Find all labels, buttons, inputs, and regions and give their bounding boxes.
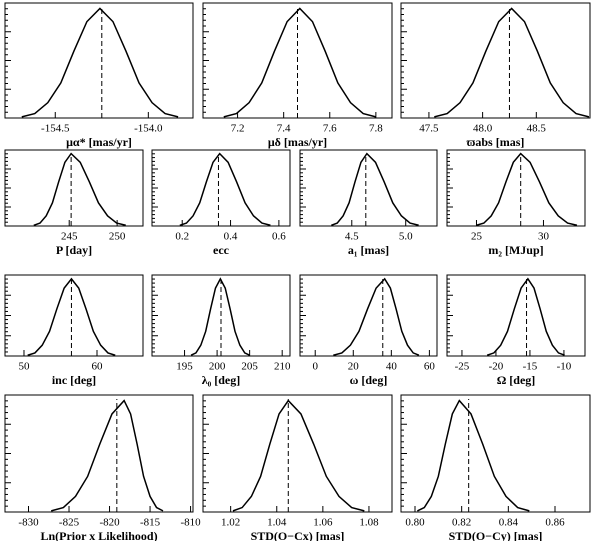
x-tick-label: 1.06: [313, 517, 333, 529]
density-curve: [232, 399, 365, 512]
x-tick-label: -20: [489, 361, 504, 373]
x-axis-label: m₂ [MJup]: [488, 243, 543, 257]
x-tick-label: 0.84: [499, 517, 519, 529]
x-tick-label: 40: [386, 361, 398, 373]
x-tick-label: 205: [241, 361, 258, 373]
x-tick-label: 30: [538, 231, 550, 243]
panel-frame: [202, 394, 393, 513]
x-tick-label: 7.8: [369, 123, 383, 135]
x-axis-label: μδ [mas/yr]: [268, 135, 327, 149]
x-axis-label: μα* [mas/yr]: [66, 135, 132, 149]
x-tick-label: 0.86: [545, 517, 565, 529]
x-tick-label: 20: [348, 361, 360, 373]
x-tick-label: 0.2: [175, 231, 189, 243]
x-tick-label: 250: [109, 231, 126, 243]
x-axis-label: STD(O−Cy) [mas]: [449, 529, 543, 541]
x-tick-label: 50: [18, 361, 30, 373]
x-tick-label: -10: [557, 361, 572, 373]
x-tick-label: 7.2: [231, 123, 245, 135]
density-curve: [417, 399, 530, 512]
density-curve: [331, 152, 419, 227]
panel-frame: [299, 149, 438, 227]
x-tick-label: -810: [180, 517, 201, 529]
density-curve: [33, 152, 126, 227]
density-curve: [27, 277, 116, 356]
density-curve: [486, 277, 565, 356]
density-curve: [333, 277, 420, 356]
density-curve: [50, 399, 164, 512]
x-tick-label: 47.5: [419, 123, 439, 135]
x-tick-label: 210: [274, 361, 291, 373]
panel-frame: [446, 274, 586, 357]
x-tick-label: -830: [18, 517, 39, 529]
density-curve: [223, 7, 377, 118]
x-tick-label: -15: [523, 361, 538, 373]
x-tick-label: 245: [61, 231, 78, 243]
x-axis-label: Ω [deg]: [497, 373, 536, 387]
panel-frame: [4, 394, 194, 513]
x-axis-label: Ln(Prior x Likelihood): [40, 529, 157, 541]
density-curve: [434, 7, 590, 118]
x-tick-label: 4.5: [345, 231, 359, 243]
x-tick-label: 5.0: [399, 231, 413, 243]
x-axis-label: inc [deg]: [52, 373, 96, 387]
x-tick-label: -25: [455, 361, 470, 373]
x-tick-label: 60: [424, 361, 436, 373]
x-tick-label: 0.6: [272, 231, 286, 243]
x-tick-label: 1.04: [267, 517, 287, 529]
x-tick-label: 48.0: [473, 123, 493, 135]
density-curve: [21, 7, 179, 118]
panel-frame: [299, 274, 438, 357]
panel-frame: [446, 149, 586, 227]
x-tick-label: 0.82: [452, 517, 471, 529]
panel-frame: [4, 149, 144, 227]
x-tick-label: 48.5: [527, 123, 547, 135]
x-tick-label: 195: [176, 361, 193, 373]
x-tick-label: -154.5: [41, 123, 70, 135]
x-tick-label: -154.0: [134, 123, 163, 135]
x-tick-label: 1.02: [221, 517, 240, 529]
x-tick-label: 60: [92, 361, 104, 373]
panel-frame: [4, 2, 194, 119]
x-tick-label: -825: [59, 517, 80, 529]
panel-frame: [151, 149, 291, 227]
density-curve: [179, 152, 271, 227]
x-tick-label: -815: [140, 517, 161, 529]
x-axis-label: ϖabs [mas]: [467, 135, 525, 149]
x-tick-label: 0.4: [224, 231, 238, 243]
x-axis-label: STD(O−Cx) [mas]: [251, 529, 345, 541]
x-axis-label: a₁ [mas]: [348, 243, 389, 257]
x-tick-label: 7.4: [277, 123, 291, 135]
x-axis-label: ecc: [213, 243, 230, 257]
x-axis-label: P [day]: [56, 243, 92, 257]
x-axis-label: λ₀ [deg]: [202, 373, 240, 387]
x-tick-label: 7.6: [323, 123, 337, 135]
x-tick-label: 0: [312, 361, 318, 373]
x-axis-label: ω [deg]: [350, 373, 388, 387]
x-tick-label: 1.08: [359, 517, 379, 529]
panel-frame: [400, 394, 591, 513]
x-tick-label: 0.80: [405, 517, 425, 529]
x-tick-label: 200: [209, 361, 226, 373]
panel-frame: [4, 274, 144, 357]
x-tick-label: 25: [471, 231, 483, 243]
density-curve: [476, 152, 578, 227]
x-tick-label: -820: [99, 517, 120, 529]
density-curve: [190, 277, 250, 356]
